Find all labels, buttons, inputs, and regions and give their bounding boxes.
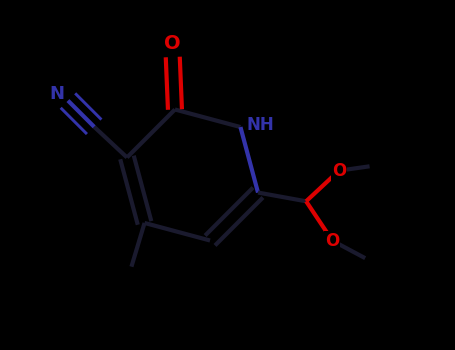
Text: O: O (325, 232, 339, 250)
Text: N: N (50, 85, 65, 103)
Text: O: O (164, 34, 181, 53)
Text: O: O (332, 162, 346, 180)
Text: NH: NH (246, 116, 274, 134)
